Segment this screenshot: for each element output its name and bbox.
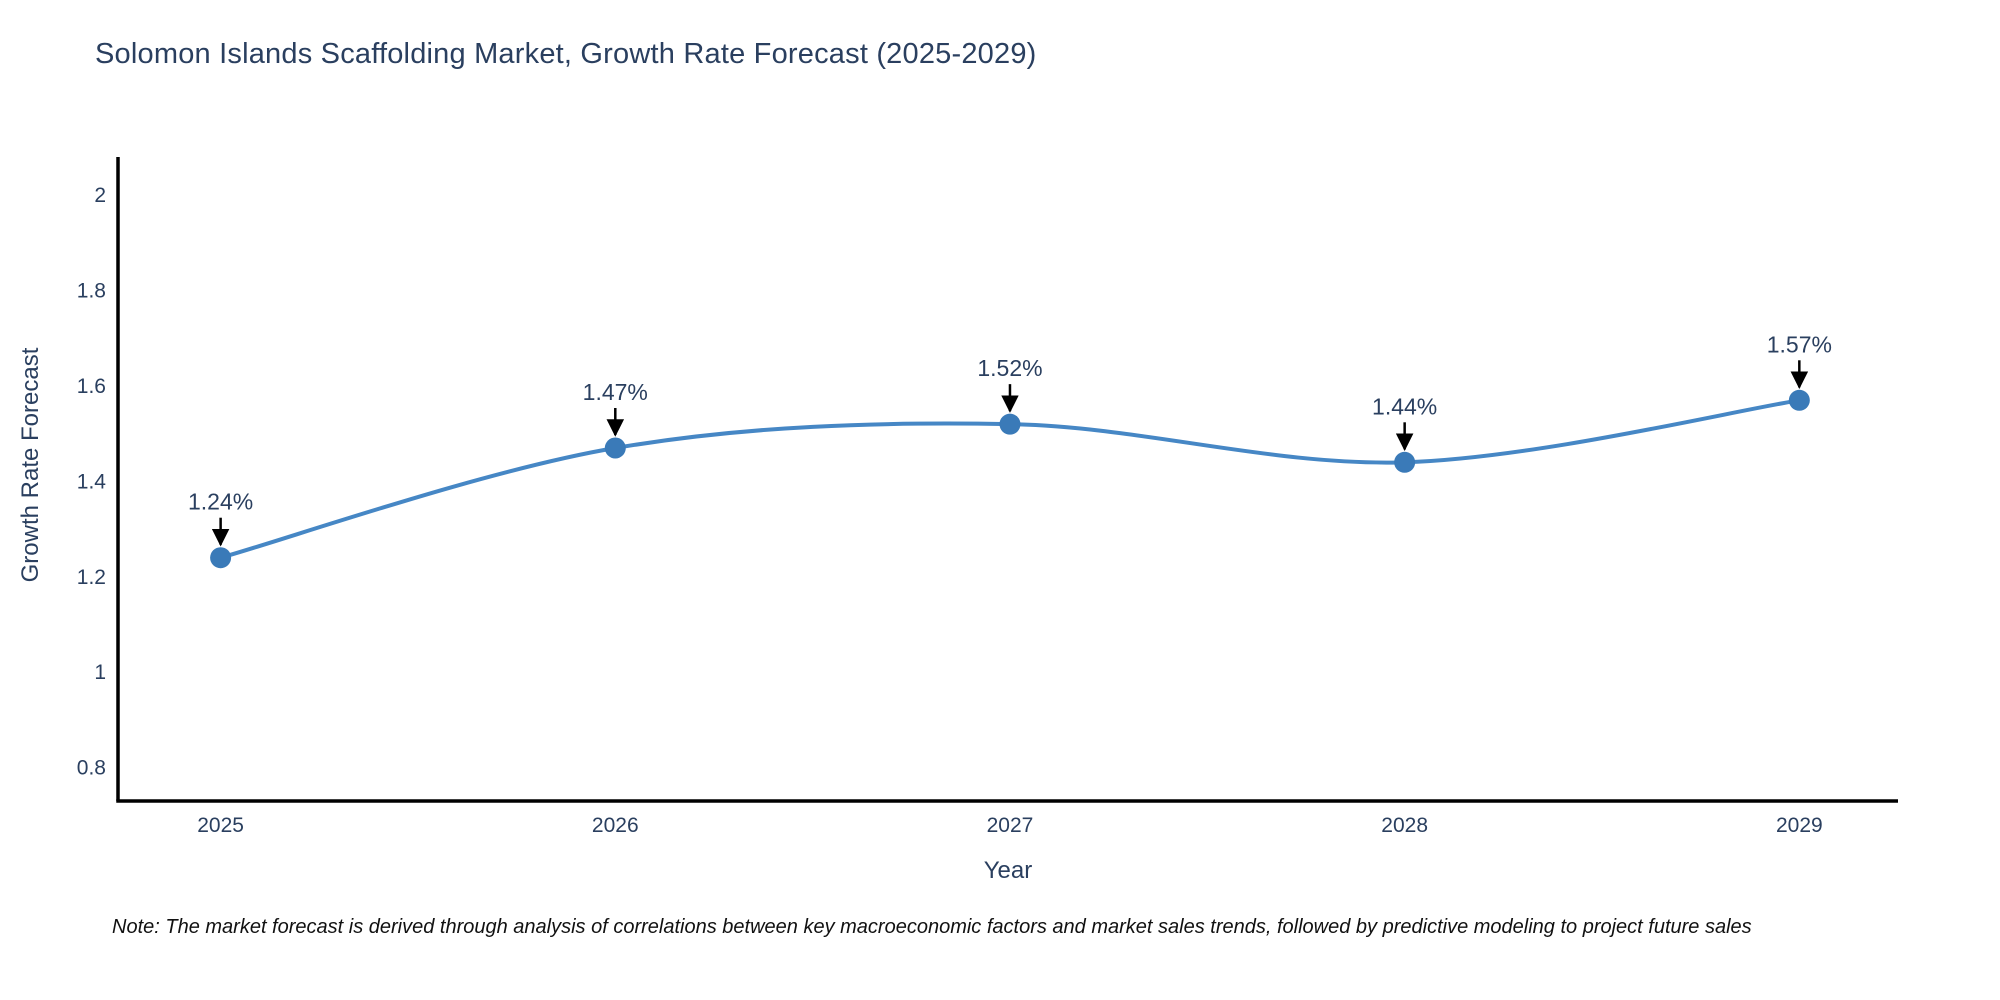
point-annotations: 1.24% 1.47% 1.52% 1.44% 1.57% [188, 331, 1832, 547]
data-point-marker[interactable] [1394, 451, 1416, 473]
footnote: Note: The market forecast is derived thr… [112, 916, 1752, 938]
data-point-marker[interactable] [1788, 389, 1810, 411]
y-tick-label: 0.8 [77, 757, 106, 780]
y-tick-label: 1.4 [77, 470, 107, 493]
data-point-marker[interactable] [604, 437, 626, 459]
y-axis-title: Growth Rate Forecast [17, 347, 44, 582]
y-tick-label: 1 [94, 661, 106, 684]
chart-title: Solomon Islands Scaffolding Market, Grow… [95, 38, 1037, 70]
x-axis-title: Year [984, 857, 1033, 884]
point-value-label: 1.44% [1372, 393, 1437, 419]
point-value-label: 1.47% [583, 379, 648, 405]
x-tick-label: 2025 [197, 814, 244, 837]
y-axis-ticks: 0.8 1 1.2 1.4 1.6 1.8 2 [77, 184, 107, 779]
point-value-label: 1.57% [1767, 331, 1832, 357]
point-value-label: 1.24% [188, 489, 253, 515]
x-tick-label: 2027 [987, 814, 1034, 837]
y-tick-label: 1.2 [77, 566, 106, 589]
x-tick-label: 2028 [1381, 814, 1428, 837]
x-tick-label: 2029 [1776, 814, 1823, 837]
y-tick-label: 1.6 [77, 375, 106, 398]
point-value-label: 1.52% [977, 355, 1042, 381]
y-tick-label: 1.8 [77, 280, 106, 303]
y-tick-label: 2 [94, 184, 106, 207]
x-axis-ticks: 2025 2026 2027 2028 2029 [197, 814, 1822, 837]
x-tick-label: 2026 [592, 814, 639, 837]
series-growth-rate [210, 389, 1810, 569]
data-point-marker[interactable] [210, 547, 232, 569]
data-point-marker[interactable] [999, 413, 1021, 435]
